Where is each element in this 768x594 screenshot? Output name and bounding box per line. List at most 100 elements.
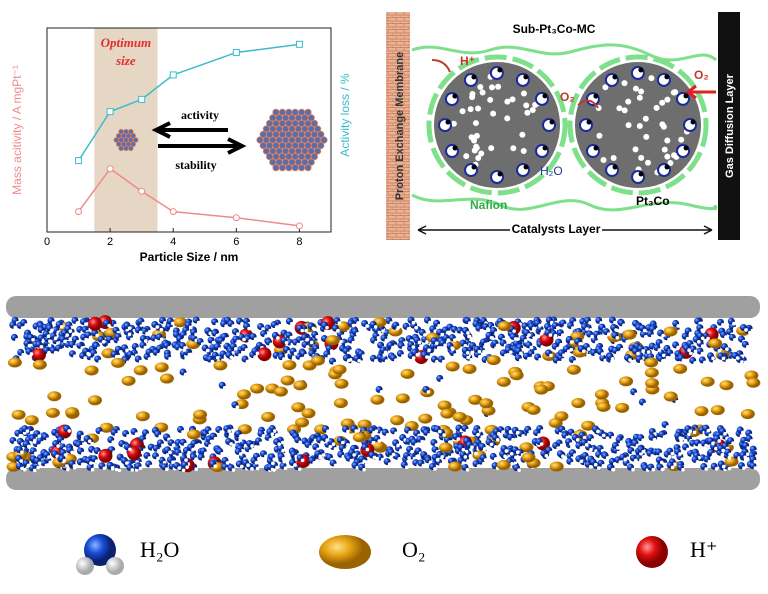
water-h: [616, 450, 621, 455]
water-h: [165, 467, 169, 472]
water-h: [61, 440, 65, 444]
water-h: [509, 350, 513, 354]
water-h: [695, 460, 700, 464]
water-h: [83, 356, 87, 360]
water-h: [171, 460, 175, 464]
water-h: [720, 452, 725, 457]
water-h: [208, 331, 213, 336]
marker: [138, 187, 146, 195]
water-h: [351, 360, 355, 365]
water-h: [439, 462, 443, 467]
water-h: [573, 360, 577, 364]
water-h: [283, 466, 288, 470]
water-h: [261, 327, 265, 331]
pore: [653, 104, 660, 111]
water-h: [414, 325, 418, 330]
water-h: [238, 353, 242, 358]
oxygen: [438, 442, 453, 453]
water-h: [48, 460, 53, 465]
water-h: [208, 444, 212, 448]
water-h: [474, 451, 478, 456]
water-h: [247, 326, 251, 331]
oxygen: [400, 368, 415, 379]
water-h: [142, 448, 147, 453]
oxygen: [479, 398, 494, 409]
oxygen: [740, 409, 755, 420]
water-h: [284, 341, 289, 345]
arrow: [417, 225, 713, 235]
water-h: [271, 461, 275, 465]
atom: [313, 147, 322, 155]
water-h: [53, 350, 58, 355]
annotation: stability: [175, 158, 216, 172]
water-h: [75, 321, 80, 325]
water-h: [62, 458, 67, 463]
oxygen: [724, 456, 739, 467]
water-h: [239, 434, 243, 438]
water-h: [88, 335, 93, 340]
atom: [128, 128, 134, 135]
water-h: [147, 456, 152, 460]
pore: [602, 84, 609, 91]
water-h: [721, 464, 726, 469]
water-h: [373, 325, 378, 329]
water-h: [483, 458, 488, 462]
oxygen: [135, 411, 150, 422]
water-h: [526, 433, 531, 437]
water-h: [585, 327, 589, 331]
oxygen: [486, 355, 501, 366]
water-h: [588, 465, 593, 469]
water-h: [528, 429, 533, 434]
water-h: [355, 332, 360, 336]
water-h: [240, 321, 244, 326]
water-h: [641, 438, 645, 442]
water-h: [242, 337, 246, 342]
water-h: [94, 459, 99, 464]
pore: [524, 109, 531, 116]
water-h: [90, 441, 95, 446]
water-h: [318, 454, 323, 459]
oxygen: [186, 429, 201, 440]
water-h: [717, 439, 722, 443]
water-h: [305, 337, 309, 342]
water-h: [478, 354, 482, 359]
water-h: [315, 335, 319, 339]
water-h: [511, 437, 515, 442]
water-h: [194, 332, 198, 337]
water-h: [700, 344, 705, 348]
water-h: [325, 325, 329, 330]
water-h: [549, 450, 553, 455]
water-h: [140, 450, 145, 455]
water-h: [442, 433, 446, 437]
water-h: [274, 325, 279, 329]
water-h: [255, 351, 260, 356]
water-h: [616, 446, 620, 450]
icon: [636, 536, 668, 568]
water-h: [725, 359, 730, 363]
pt-particle: [690, 119, 696, 125]
water-h: [633, 458, 638, 463]
pt-particle: [593, 93, 599, 99]
water-h: [391, 345, 395, 350]
water-h: [586, 353, 590, 358]
water-h: [477, 349, 482, 354]
water-h: [46, 437, 50, 441]
water-h: [670, 465, 675, 470]
water-h: [538, 357, 542, 362]
water-h: [255, 466, 260, 471]
water-h: [482, 349, 486, 354]
y-axis-label: Mass acitivity / A mgPt⁻¹: [10, 65, 24, 195]
water-h: [728, 452, 732, 457]
water-h: [733, 326, 737, 331]
water-h: [515, 450, 520, 455]
pore: [509, 96, 516, 103]
water-h: [158, 434, 162, 439]
water-h: [241, 350, 245, 355]
water-h: [37, 461, 42, 466]
oxygen: [534, 384, 549, 395]
water-h: [396, 443, 400, 448]
water-h: [610, 357, 615, 361]
pore: [504, 115, 511, 122]
atom: [313, 125, 322, 133]
